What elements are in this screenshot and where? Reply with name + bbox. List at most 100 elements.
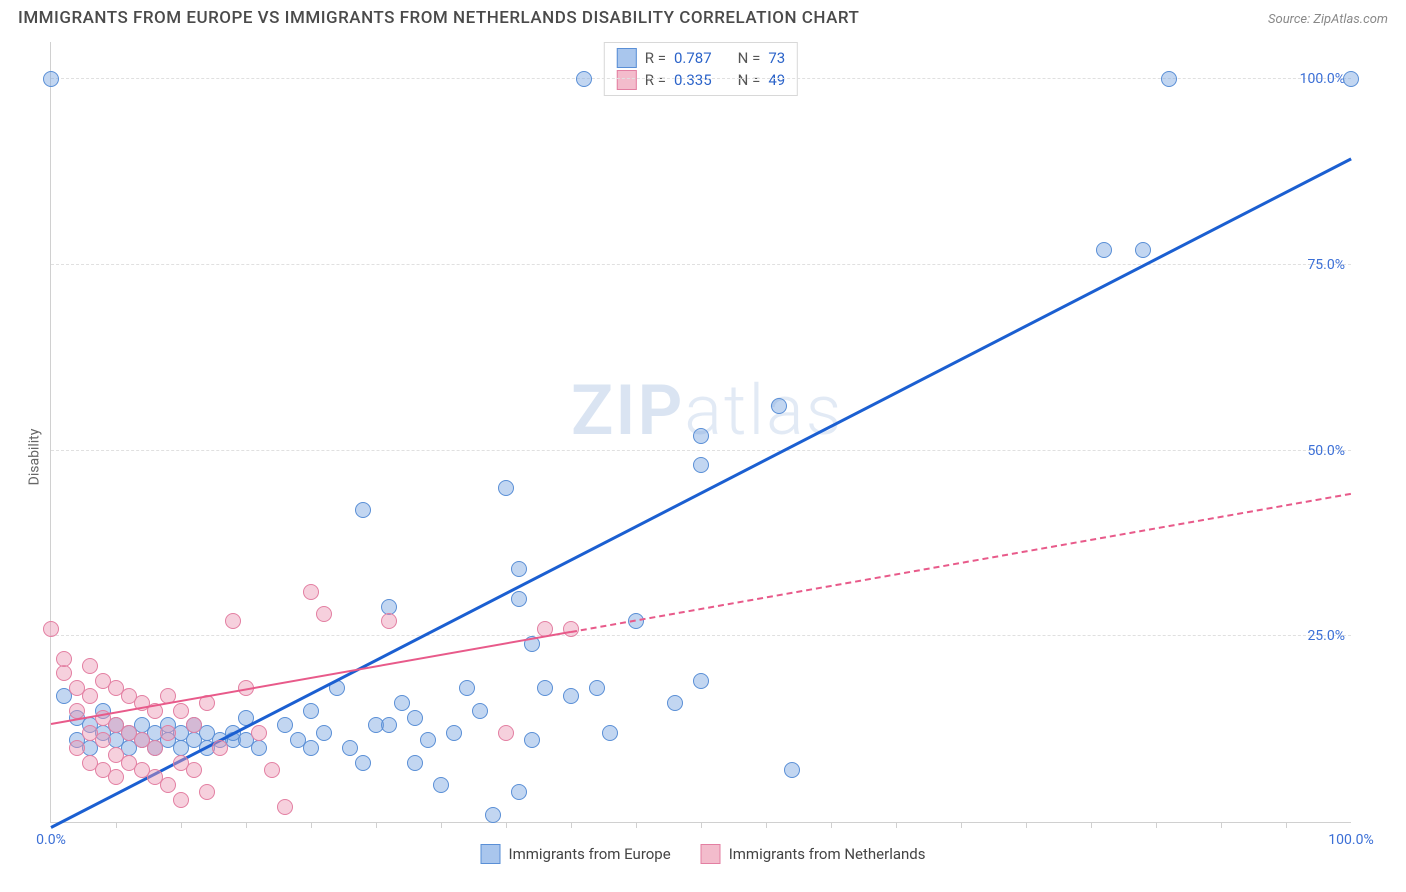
- data-point: [160, 725, 176, 741]
- legend-n-label: N =: [738, 47, 761, 69]
- data-point: [589, 680, 605, 696]
- data-point: [277, 799, 293, 815]
- x-tick: [376, 822, 377, 828]
- x-tick: [116, 822, 117, 828]
- y-tick-label: 100.0%: [1296, 71, 1345, 87]
- legend-r-value: 0.787: [674, 47, 712, 69]
- x-tick: [1221, 822, 1222, 828]
- y-tick-label: 75.0%: [1303, 257, 1345, 273]
- data-point: [693, 673, 709, 689]
- legend-swatch: [481, 844, 501, 864]
- data-point: [82, 688, 98, 704]
- data-point: [303, 703, 319, 719]
- x-tick: [311, 822, 312, 828]
- data-point: [667, 695, 683, 711]
- data-point: [563, 688, 579, 704]
- gridline: [51, 450, 1351, 451]
- x-tick: [766, 822, 767, 828]
- data-point: [56, 665, 72, 681]
- data-point: [355, 755, 371, 771]
- data-point: [1161, 71, 1177, 87]
- data-point: [316, 606, 332, 622]
- x-tick: [181, 822, 182, 828]
- data-point: [251, 725, 267, 741]
- data-point: [212, 740, 228, 756]
- data-point: [199, 784, 215, 800]
- legend-item: Immigrants from Europe: [481, 844, 671, 864]
- data-point: [316, 725, 332, 741]
- data-point: [108, 769, 124, 785]
- data-point: [381, 613, 397, 629]
- data-point: [602, 725, 618, 741]
- x-tick-label: 0.0%: [36, 832, 66, 848]
- data-point: [225, 613, 241, 629]
- x-tick: [1156, 822, 1157, 828]
- data-point: [498, 480, 514, 496]
- legend-r-label: R =: [645, 69, 666, 91]
- data-point: [82, 658, 98, 674]
- data-point: [446, 725, 462, 741]
- x-tick: [701, 822, 702, 828]
- x-tick-label: 100.0%: [1328, 832, 1373, 848]
- data-point: [56, 651, 72, 667]
- data-point: [1096, 242, 1112, 258]
- regression-line: [50, 158, 1351, 829]
- y-axis-label: Disability: [26, 429, 42, 486]
- data-point: [69, 740, 85, 756]
- data-point: [407, 710, 423, 726]
- data-point: [784, 762, 800, 778]
- data-point: [394, 695, 410, 711]
- x-tick: [1026, 822, 1027, 828]
- x-tick: [961, 822, 962, 828]
- x-tick: [636, 822, 637, 828]
- legend-row: R =0.787N =73: [617, 47, 785, 69]
- x-tick: [831, 822, 832, 828]
- data-point: [693, 428, 709, 444]
- series-legend: Immigrants from Europe Immigrants from Ne…: [481, 844, 926, 864]
- plot-area: ZIPatlas R =0.787N =73R =0.335N =49 25.0…: [50, 42, 1351, 823]
- data-point: [524, 732, 540, 748]
- x-tick: [571, 822, 572, 828]
- legend-swatch: [701, 844, 721, 864]
- data-point: [264, 762, 280, 778]
- data-point: [511, 591, 527, 607]
- data-point: [355, 502, 371, 518]
- data-point: [511, 784, 527, 800]
- chart-container: Disability ZIPatlas R =0.787N =73R =0.33…: [0, 32, 1406, 882]
- data-point: [95, 732, 111, 748]
- data-point: [173, 792, 189, 808]
- data-point: [303, 584, 319, 600]
- data-point: [407, 755, 423, 771]
- gridline: [51, 635, 1351, 636]
- y-tick-label: 25.0%: [1303, 628, 1345, 644]
- x-tick: [1091, 822, 1092, 828]
- data-point: [1343, 71, 1359, 87]
- data-point: [433, 777, 449, 793]
- data-point: [693, 457, 709, 473]
- data-point: [1135, 242, 1151, 258]
- data-point: [537, 680, 553, 696]
- legend-n-label: N =: [738, 69, 761, 91]
- data-point: [147, 740, 163, 756]
- data-point: [69, 703, 85, 719]
- correlation-legend: R =0.787N =73R =0.335N =49: [604, 42, 798, 96]
- data-point: [160, 777, 176, 793]
- regression-line: [571, 493, 1351, 633]
- data-point: [303, 740, 319, 756]
- x-tick: [1286, 822, 1287, 828]
- gridline: [51, 264, 1351, 265]
- data-point: [771, 398, 787, 414]
- data-point: [485, 807, 501, 823]
- data-point: [186, 762, 202, 778]
- data-point: [277, 717, 293, 733]
- y-tick-label: 50.0%: [1303, 443, 1345, 459]
- x-tick: [441, 822, 442, 828]
- legend-n-value: 73: [768, 47, 785, 69]
- gridline: [51, 78, 1351, 79]
- data-point: [186, 717, 202, 733]
- data-point: [381, 599, 397, 615]
- source-label: Source: ZipAtlas.com: [1268, 12, 1388, 27]
- legend-item: Immigrants from Netherlands: [701, 844, 926, 864]
- legend-swatch: [617, 48, 637, 68]
- data-point: [43, 71, 59, 87]
